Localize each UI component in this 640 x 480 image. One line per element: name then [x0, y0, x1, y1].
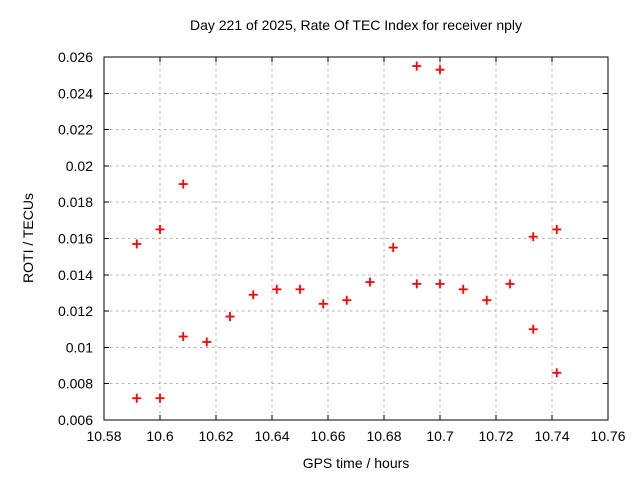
- x-axis-label: GPS time / hours: [302, 455, 410, 471]
- y-tick-label: 0.014: [58, 267, 93, 283]
- x-tick-label: 10.62: [198, 428, 233, 444]
- y-tick-label: 0.024: [58, 85, 93, 101]
- y-tick-label: 0.016: [58, 231, 93, 247]
- y-tick-label: 0.026: [58, 49, 93, 65]
- x-tick-label: 10.76: [590, 428, 625, 444]
- x-tick-label: 10.66: [310, 428, 345, 444]
- chart-title: Day 221 of 2025, Rate Of TEC Index for r…: [189, 17, 523, 33]
- y-tick-label: 0.008: [58, 376, 93, 392]
- y-tick-label: 0.022: [58, 122, 93, 138]
- x-tick-label: 10.7: [426, 428, 453, 444]
- y-tick-label: 0.006: [58, 412, 93, 428]
- x-tick-label: 10.74: [534, 428, 569, 444]
- y-tick-label: 0.018: [58, 194, 93, 210]
- x-tick-label: 10.72: [478, 428, 513, 444]
- y-tick-label: 0.01: [66, 339, 93, 355]
- x-tick-label: 10.64: [254, 428, 289, 444]
- x-tick-label: 10.58: [86, 428, 121, 444]
- x-tick-label: 10.6: [146, 428, 173, 444]
- x-tick-label: 10.68: [366, 428, 401, 444]
- y-tick-label: 0.012: [58, 303, 93, 319]
- y-tick-label: 0.02: [66, 158, 93, 174]
